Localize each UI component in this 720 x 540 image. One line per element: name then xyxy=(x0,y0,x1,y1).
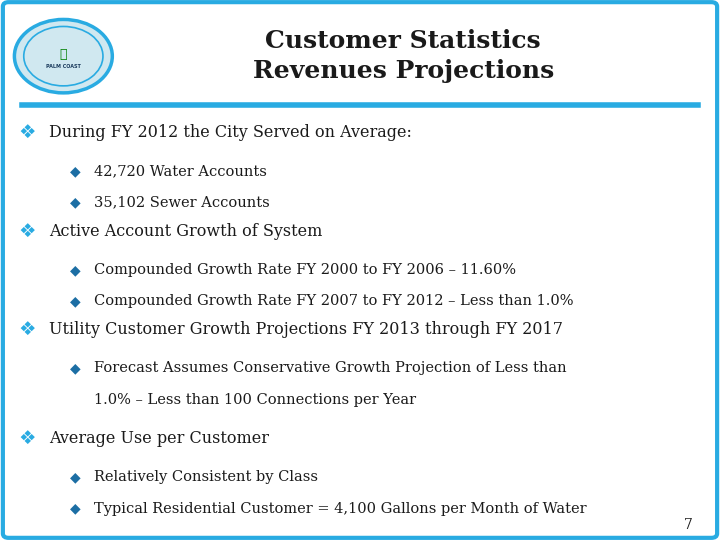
Text: 42,720 Water Accounts: 42,720 Water Accounts xyxy=(94,164,266,178)
Text: Customer Statistics: Customer Statistics xyxy=(266,29,541,52)
Text: Active Account Growth of System: Active Account Growth of System xyxy=(49,222,323,240)
Text: 7: 7 xyxy=(684,518,693,532)
Text: 1.0% – Less than 100 Connections per Year: 1.0% – Less than 100 Connections per Yea… xyxy=(94,393,415,407)
Text: ◆: ◆ xyxy=(71,294,81,308)
Text: Typical Residential Customer = 4,100 Gallons per Month of Water: Typical Residential Customer = 4,100 Gal… xyxy=(94,502,586,516)
Text: ◆: ◆ xyxy=(71,470,81,484)
Text: ❖: ❖ xyxy=(19,320,36,339)
Text: ❖: ❖ xyxy=(19,221,36,241)
Text: Average Use per Customer: Average Use per Customer xyxy=(49,430,269,447)
Text: ◆: ◆ xyxy=(71,502,81,516)
Text: ◆: ◆ xyxy=(71,195,81,210)
Text: Revenues Projections: Revenues Projections xyxy=(253,59,554,83)
Text: Compounded Growth Rate FY 2000 to FY 2006 – 11.60%: Compounded Growth Rate FY 2000 to FY 200… xyxy=(94,263,516,277)
Text: PALM COAST: PALM COAST xyxy=(46,64,81,70)
Text: 🌴: 🌴 xyxy=(60,48,67,60)
Text: Compounded Growth Rate FY 2007 to FY 2012 – Less than 1.0%: Compounded Growth Rate FY 2007 to FY 201… xyxy=(94,294,573,308)
Circle shape xyxy=(14,19,112,93)
Text: ❖: ❖ xyxy=(19,429,36,448)
Text: ◆: ◆ xyxy=(71,361,81,375)
Text: Forecast Assumes Conservative Growth Projection of Less than: Forecast Assumes Conservative Growth Pro… xyxy=(94,361,566,375)
Text: 35,102 Sewer Accounts: 35,102 Sewer Accounts xyxy=(94,195,269,210)
Text: ◆: ◆ xyxy=(71,263,81,277)
Text: Relatively Consistent by Class: Relatively Consistent by Class xyxy=(94,470,318,484)
Text: ❖: ❖ xyxy=(19,123,36,142)
Text: ◆: ◆ xyxy=(71,164,81,178)
Text: Utility Customer Growth Projections FY 2013 through FY 2017: Utility Customer Growth Projections FY 2… xyxy=(49,321,563,338)
Text: During FY 2012 the City Served on Average:: During FY 2012 the City Served on Averag… xyxy=(49,124,412,141)
